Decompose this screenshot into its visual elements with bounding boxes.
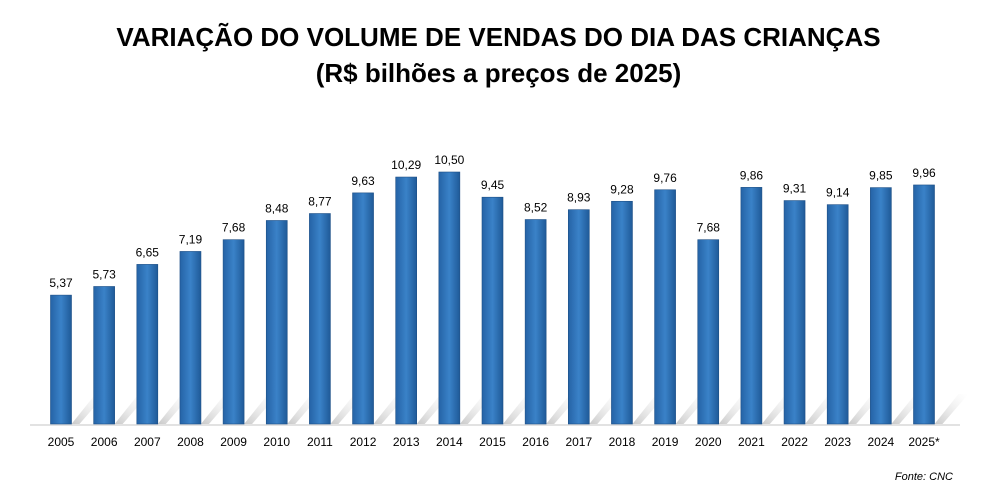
bar-2014 [438, 171, 461, 425]
source-note: Fonte: CNC [894, 471, 953, 483]
data-label: 5,37 [49, 276, 73, 290]
x-tick-label: 2009 [220, 435, 247, 449]
data-label: 8,77 [308, 195, 332, 209]
bar-2019 [654, 189, 676, 425]
bar-2006 [93, 286, 115, 425]
bar-2010 [265, 220, 288, 425]
bar-2013 [395, 176, 418, 425]
data-label: 6,65 [136, 245, 160, 259]
x-tick-label: 2024 [867, 435, 894, 449]
bar-2008 [179, 251, 202, 425]
bar-2025* [913, 184, 935, 425]
bar-2016 [524, 219, 547, 425]
data-label: 9,14 [826, 186, 850, 200]
x-tick-label: 2008 [177, 435, 204, 449]
data-label: 9,86 [740, 168, 764, 182]
bar-2007 [136, 264, 159, 425]
data-label: 9,63 [351, 174, 375, 188]
data-label: 7,68 [222, 221, 246, 235]
x-tick-label: 2016 [522, 435, 549, 449]
bar-2012 [352, 192, 374, 425]
bar-2020 [697, 239, 720, 425]
bar-shadow [934, 394, 969, 424]
data-label: 7,68 [697, 221, 721, 235]
chart-subtitle: (R$ bilhões a preços de 2025) [315, 58, 682, 88]
x-tick-label: 2011 [307, 435, 333, 449]
data-label: 9,45 [481, 178, 505, 192]
data-label: 9,31 [783, 182, 807, 196]
chart-title: VARIAÇÃO DO VOLUME DE VENDAS DO DIA DAS … [116, 22, 881, 52]
bar-2021 [740, 187, 763, 425]
bar-2018 [611, 200, 633, 425]
bar-2009 [222, 239, 245, 425]
bar-2011 [309, 213, 331, 425]
x-tick-label: 2012 [350, 435, 377, 449]
x-tick-label: 2006 [91, 435, 118, 449]
x-tick-label: 2010 [263, 435, 290, 449]
data-label: 8,93 [567, 191, 591, 205]
x-tick-label: 2005 [48, 435, 75, 449]
data-label: 8,48 [265, 201, 289, 215]
bar-2022 [783, 200, 806, 425]
bar-2017 [567, 209, 590, 425]
data-label: 10,50 [434, 153, 464, 167]
bar-2015 [481, 196, 504, 425]
bar-2023 [826, 204, 849, 425]
x-tick-label: 2023 [824, 435, 851, 449]
bar-2024 [870, 187, 892, 425]
data-label: 8,52 [524, 201, 548, 215]
x-tick-label: 2017 [565, 435, 592, 449]
data-label: 5,73 [92, 267, 116, 281]
data-label: 9,76 [653, 171, 677, 185]
x-tick-label: 2013 [393, 435, 420, 449]
x-tick-label: 2007 [134, 435, 161, 449]
x-tick-label: 2018 [609, 435, 636, 449]
x-tick-label: 2022 [781, 435, 808, 449]
x-tick-label: 2025* [908, 435, 940, 449]
data-label: 10,29 [391, 158, 421, 172]
x-tick-label: 2019 [652, 435, 679, 449]
x-tick-label: 2021 [738, 435, 765, 449]
data-label: 9,85 [869, 169, 893, 183]
x-tick-label: 2020 [695, 435, 722, 449]
x-tick-label: 2015 [479, 435, 506, 449]
bar-2005 [50, 294, 72, 425]
data-label: 7,19 [179, 232, 203, 246]
data-label: 9,28 [610, 182, 634, 196]
x-tick-label: 2014 [436, 435, 463, 449]
data-label: 9,96 [912, 166, 936, 180]
